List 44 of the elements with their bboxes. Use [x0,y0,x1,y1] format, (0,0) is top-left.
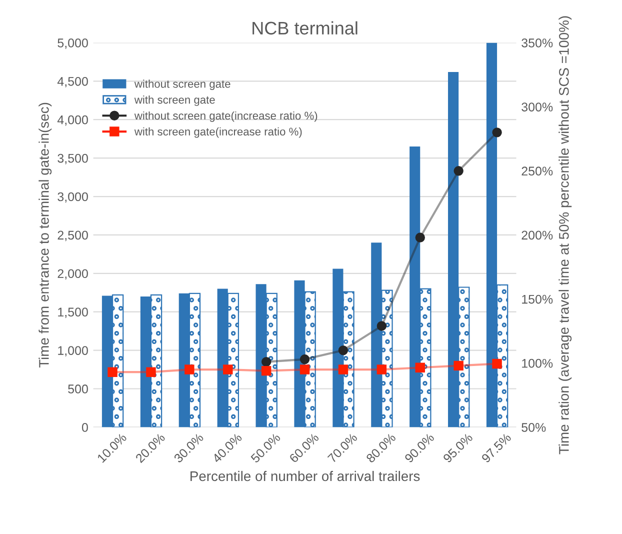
y-tick-label: 3,000 [58,192,88,203]
point [261,356,272,367]
y-tick-label: 500 [68,384,88,394]
y2-tick-label: 150% [522,294,553,304]
point [261,366,272,376]
point [415,362,425,372]
point [223,364,233,374]
point [300,354,310,364]
point [492,128,502,138]
legend-label: with screen gate(increase ratio %) [134,127,302,138]
y2-tick-label: 250% [522,166,553,176]
legend-label: without screen gate [134,80,230,90]
point [376,321,387,331]
point [454,166,464,176]
y-tick-label: 2,000 [58,269,88,280]
y-tick-label: 1,500 [58,308,88,318]
point [108,367,118,377]
y-tick-label: 4,500 [57,76,88,88]
y-tick-label: 1,000 [58,346,88,356]
y-tick-label: 4,000 [57,115,88,126]
chart-title: NCB terminal [252,21,358,35]
y-tick-label: 3,500 [58,154,88,164]
point [338,345,348,356]
legend-label: without screen gate(increase ratio %) [134,111,318,122]
legend-label: with screen gate [134,96,215,106]
point [492,358,502,369]
y-tick-label: 0 [82,423,88,432]
point [454,360,464,371]
point [338,364,348,374]
y2-tick-label: 100% [522,358,553,368]
point [376,364,387,374]
point [184,364,194,374]
y2-tick-label: 200% [522,230,553,240]
x-axis-title: Percentile of number of arrival trailers [190,470,420,482]
y-axis-title: Time from entrance to terminal gate-in(sec) [38,102,52,368]
point [146,367,156,377]
y2-tick-label: 350% [522,38,553,48]
y2-tick-label: 300% [522,102,553,112]
y-tick-label: 5,000 [58,38,88,49]
y2-tick-label: 50% [522,423,546,432]
y2-axis-title: Time ration (average travel time at 50% percentile without SCS =100%) [558,16,572,454]
point [300,364,310,374]
y-tick-label: 2,500 [58,230,88,242]
point [415,232,425,242]
